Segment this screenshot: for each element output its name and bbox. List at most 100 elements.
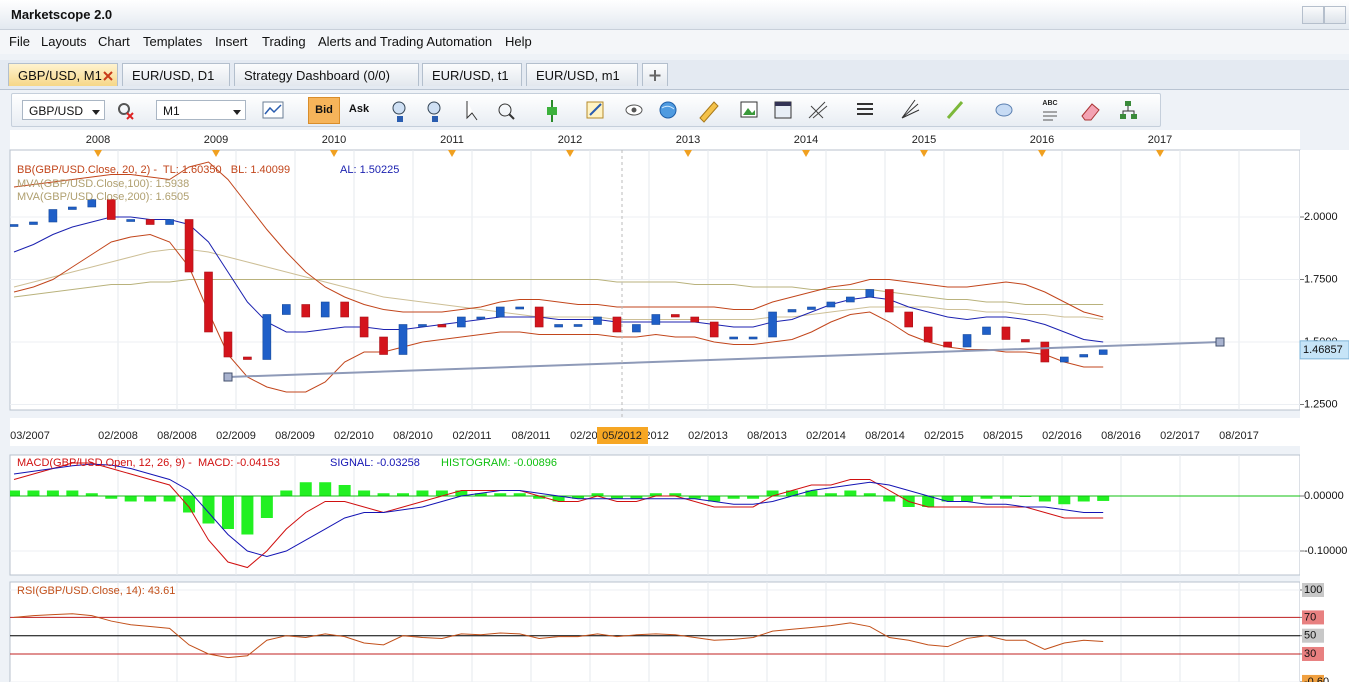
trend-line[interactable] bbox=[227, 341, 1221, 378]
candle bbox=[165, 219, 174, 225]
globe-icon[interactable] bbox=[659, 101, 677, 119]
ruler-icon[interactable] bbox=[699, 101, 719, 123]
year-strip bbox=[10, 130, 1300, 150]
lines-icon[interactable] bbox=[808, 101, 828, 119]
candle bbox=[243, 356, 252, 360]
menu-item[interactable]: File bbox=[9, 34, 30, 49]
mva100-line bbox=[13, 249, 1104, 320]
year-label: 2011 bbox=[440, 134, 464, 146]
trend-line-tool[interactable] bbox=[223, 337, 1225, 382]
histogram-bar bbox=[552, 495, 565, 502]
histogram-bar bbox=[688, 495, 701, 499]
menu-item[interactable]: Help bbox=[505, 34, 532, 49]
bb-average-line bbox=[13, 216, 1104, 343]
edit-icon[interactable] bbox=[586, 101, 604, 119]
mva200-line bbox=[13, 279, 1104, 305]
y-tick-label: 100 bbox=[1304, 584, 1322, 596]
zoom-out-icon[interactable] bbox=[427, 101, 441, 122]
dropdown-arrow bbox=[233, 110, 241, 115]
menu-item[interactable]: Alerts and Trading Automation bbox=[318, 34, 493, 49]
ask-button[interactable]: Ask bbox=[343, 97, 375, 124]
new-tab-button[interactable] bbox=[642, 63, 668, 86]
tab-label: EUR/USD, m1 bbox=[536, 68, 620, 83]
eye-icon[interactable] bbox=[625, 104, 643, 116]
histogram-bar bbox=[572, 495, 585, 499]
histogram-bar bbox=[922, 495, 935, 507]
indicator-icon[interactable] bbox=[547, 100, 557, 122]
ellipse-icon[interactable] bbox=[995, 103, 1013, 117]
bid-button[interactable]: Bid bbox=[308, 97, 340, 124]
histogram-bar bbox=[27, 490, 40, 496]
histogram-bar bbox=[513, 493, 526, 496]
menu-item[interactable]: Templates bbox=[143, 34, 203, 49]
trend-handle[interactable] bbox=[1215, 337, 1225, 347]
year-label: 2012 bbox=[558, 134, 582, 146]
date-label: 08/2016 bbox=[1101, 430, 1141, 442]
year-marker bbox=[684, 150, 692, 157]
tick-label-background bbox=[1302, 610, 1324, 625]
plus-icon bbox=[649, 70, 661, 81]
tab[interactable]: Strategy Dashboard (0/0) bbox=[234, 63, 419, 86]
levels-icon[interactable] bbox=[857, 103, 873, 115]
tab[interactable]: EUR/USD, t1 bbox=[422, 63, 522, 86]
histogram-bar bbox=[455, 490, 468, 496]
histogram-bar bbox=[883, 495, 896, 502]
tab[interactable]: GBP/USD, M1 bbox=[8, 63, 118, 86]
candle bbox=[846, 296, 855, 303]
trend-handle[interactable] bbox=[223, 372, 233, 382]
symbol-select[interactable]: GBP/USD bbox=[22, 100, 105, 120]
menu-item[interactable]: Insert bbox=[215, 34, 248, 49]
link-icon[interactable] bbox=[114, 100, 144, 122]
candle bbox=[29, 221, 38, 225]
toolbar-icons: ABC bbox=[392, 99, 1137, 123]
y-tick-label: 1.7500 bbox=[1304, 273, 1338, 285]
close-icon[interactable] bbox=[103, 71, 113, 81]
zoom-in-icon[interactable] bbox=[392, 101, 406, 122]
menu-item[interactable]: Layouts bbox=[41, 34, 87, 49]
eraser-icon[interactable] bbox=[1081, 103, 1100, 121]
text-tool-label[interactable]: ABC bbox=[1042, 100, 1057, 107]
cursor-date: 05/2012 bbox=[602, 430, 642, 442]
chart-type-icon[interactable] bbox=[262, 101, 284, 119]
maximize-button[interactable] bbox=[1324, 6, 1346, 24]
candle bbox=[670, 314, 680, 318]
candle bbox=[48, 209, 58, 223]
minimize-button[interactable] bbox=[1302, 6, 1324, 24]
histogram-bar bbox=[124, 495, 137, 502]
zoom-icon[interactable] bbox=[498, 103, 515, 120]
menu-item[interactable]: Trading bbox=[262, 34, 306, 49]
cursor-icon[interactable] bbox=[466, 101, 478, 121]
text-tool-icon bbox=[1043, 111, 1057, 121]
date-label: 08/2014 bbox=[865, 430, 905, 442]
tab[interactable]: EUR/USD, m1 bbox=[526, 63, 638, 86]
candle bbox=[68, 206, 77, 210]
rsi-line bbox=[13, 613, 1104, 659]
y-tick-label: 1.2500 bbox=[1304, 398, 1338, 410]
image-icon[interactable] bbox=[740, 101, 758, 118]
year-label: 2008 bbox=[86, 134, 110, 146]
histogram-bar bbox=[494, 493, 507, 496]
y-tick-label: 70 bbox=[1304, 611, 1316, 623]
window-icon[interactable] bbox=[774, 101, 792, 119]
tab[interactable]: EUR/USD, D1 bbox=[122, 63, 230, 86]
tick-label-background bbox=[1302, 674, 1324, 682]
tab-label: Strategy Dashboard (0/0) bbox=[244, 68, 390, 83]
histogram-bar bbox=[183, 495, 196, 513]
candle bbox=[340, 301, 349, 318]
menu-item[interactable]: Chart bbox=[98, 34, 130, 49]
tab-label: GBP/USD, M1 bbox=[18, 68, 102, 83]
histogram-bar bbox=[397, 493, 409, 496]
year-marker bbox=[448, 150, 456, 157]
line-icon[interactable] bbox=[946, 101, 964, 119]
rsi-panel bbox=[9, 581, 1301, 682]
fan-icon[interactable] bbox=[901, 99, 920, 119]
period-select[interactable]: M1 bbox=[156, 100, 246, 120]
candle bbox=[826, 301, 836, 308]
candle bbox=[554, 324, 563, 328]
candle bbox=[398, 324, 408, 355]
y-tick-label: 30 bbox=[1304, 648, 1316, 660]
year-marker bbox=[920, 150, 928, 157]
histogram-bar bbox=[863, 493, 876, 496]
candle bbox=[904, 311, 914, 328]
hierarchy-icon[interactable] bbox=[1120, 101, 1137, 119]
